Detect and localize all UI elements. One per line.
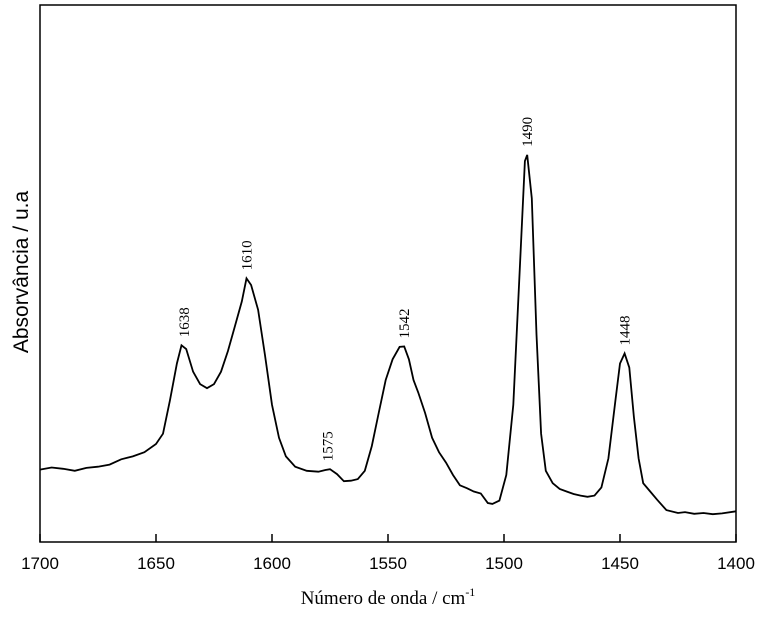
peak-label: 1575 xyxy=(321,431,337,461)
x-axis-label: Número de onda / cm-1 xyxy=(301,585,476,609)
peak-label: 1490 xyxy=(520,117,536,147)
plot-frame xyxy=(39,4,737,543)
peak-label: 1542 xyxy=(397,309,413,339)
x-axis-label-superscript: -1 xyxy=(465,585,475,599)
x-tick-label: 1500 xyxy=(485,554,523,573)
peak-label: 1610 xyxy=(240,240,256,270)
x-tick-label: 1600 xyxy=(253,554,291,573)
x-tick-labels: 1700 1650 1600 1550 1500 1450 1400 xyxy=(21,554,755,573)
peak-annotations: 1638 1610 1575 1542 1490 1448 xyxy=(177,117,634,461)
x-ticks xyxy=(39,534,737,542)
x-tick-label: 1550 xyxy=(369,554,407,573)
x-tick-label: 1400 xyxy=(717,554,755,573)
y-axis-label: Absorvância / u.a xyxy=(10,191,33,354)
absorbance-line xyxy=(39,154,737,516)
x-tick-label: 1700 xyxy=(21,554,59,573)
x-axis-label-text: Número de onda / cm xyxy=(301,588,466,609)
x-tick-label: 1450 xyxy=(601,554,639,573)
peak-label: 1448 xyxy=(618,316,634,346)
x-tick-label: 1650 xyxy=(137,554,175,573)
peak-label: 1638 xyxy=(177,307,193,337)
